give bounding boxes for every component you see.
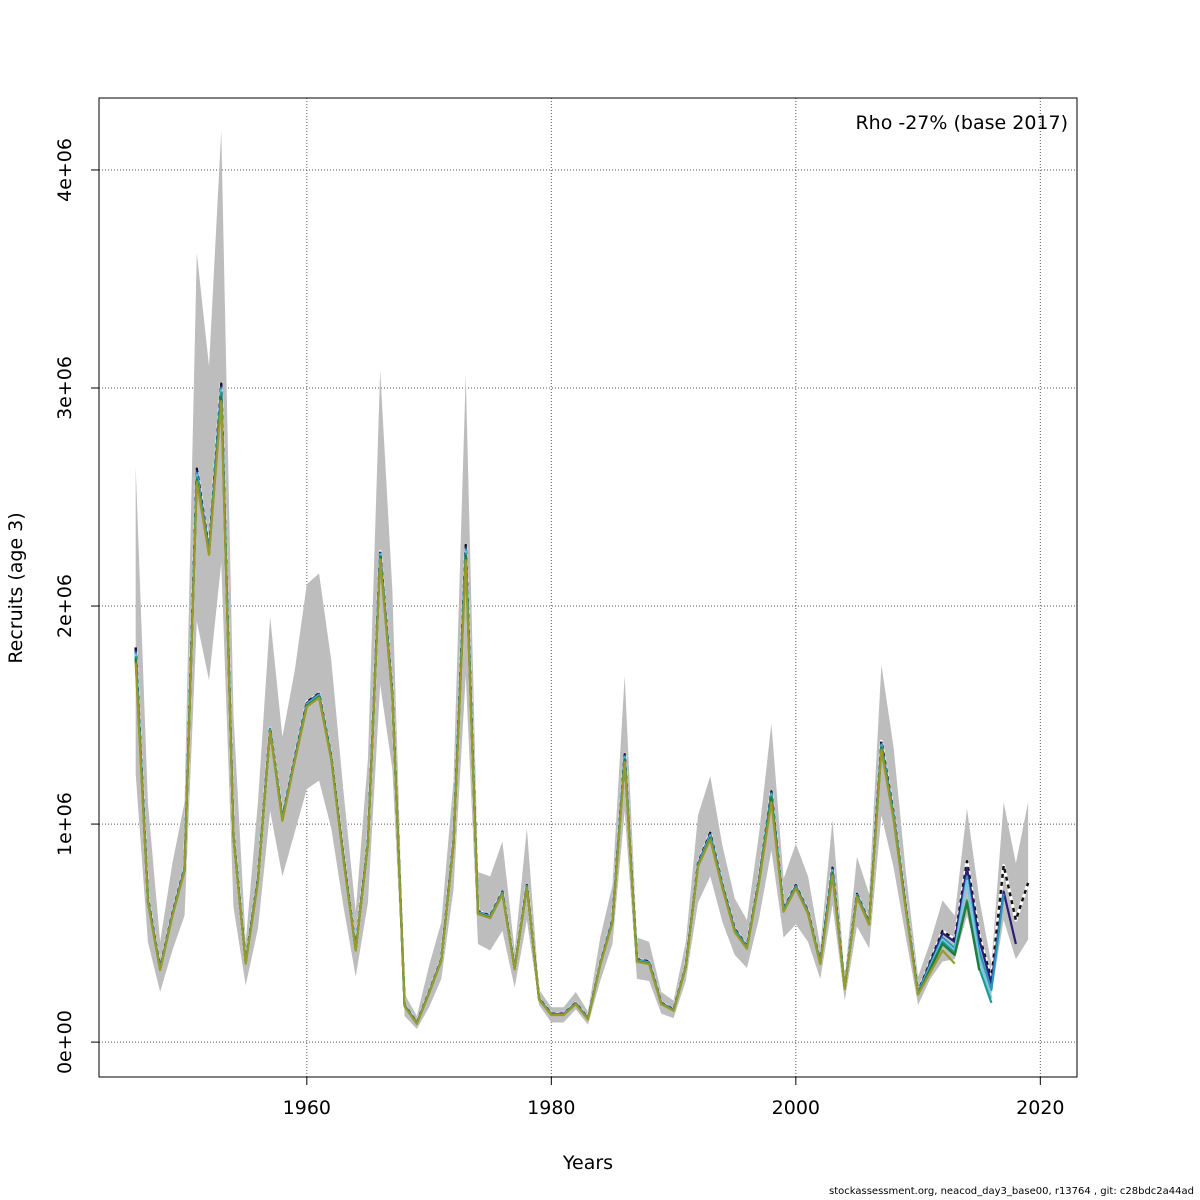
y-tick-label: 3e+06	[54, 356, 76, 420]
footer-text: stockassessment.org, neacod_day3_base00,…	[829, 1186, 1194, 1197]
x-tick-label: 1980	[527, 1097, 575, 1119]
y-axis: 0e+00 1e+06 2e+06 3e+06 4e+06	[54, 138, 99, 1074]
series-lines	[134, 382, 1030, 1025]
y-axis-label: Recruits (age 3)	[5, 512, 27, 663]
rho-annotation: Rho -27% (base 2017)	[855, 112, 1068, 134]
confidence-band	[135, 130, 1029, 1030]
confidence-band-area	[135, 130, 1029, 1030]
y-tick-label: 2e+06	[54, 574, 76, 638]
x-axis: 1960 1980 2000 2020	[283, 1077, 1065, 1119]
y-tick-label: 4e+06	[54, 138, 76, 202]
plot-frame	[98, 97, 1078, 1078]
y-tick-label: 1e+06	[54, 792, 76, 856]
x-tick-label: 1960	[283, 1097, 331, 1119]
x-axis-label: Years	[562, 1152, 613, 1174]
x-tick-label: 2000	[772, 1097, 820, 1119]
grid-lines	[99, 98, 1077, 1077]
y-tick-label: 0e+00	[54, 1010, 76, 1074]
series-line-peel-6	[134, 399, 956, 1025]
x-tick-label: 2020	[1016, 1097, 1064, 1119]
